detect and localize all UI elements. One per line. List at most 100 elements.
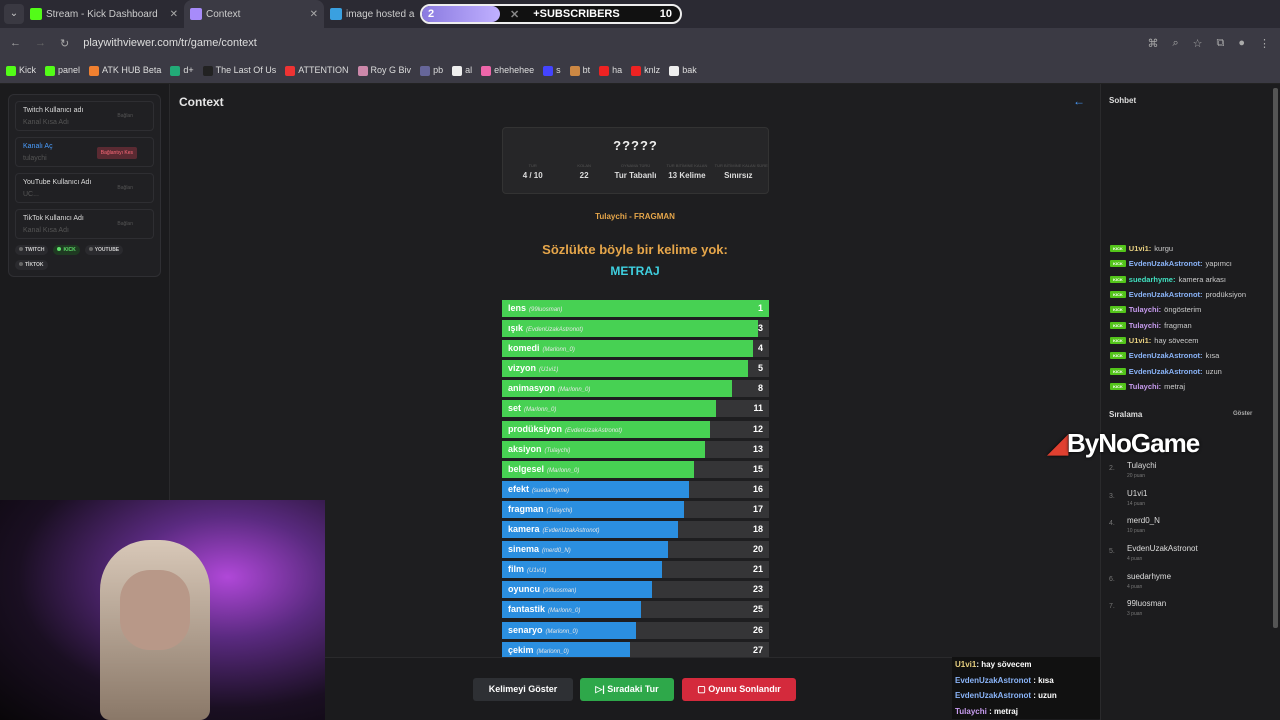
secret-word: ?????: [613, 138, 658, 153]
leaderboard-title: Sıralama: [1109, 410, 1143, 419]
profile-avatar[interactable]: ●: [1238, 37, 1245, 49]
bookmark[interactable]: Roy G Biv: [357, 65, 411, 76]
guess-rank: 1: [757, 303, 763, 313]
invalid-word: METRAJ: [610, 264, 660, 278]
back-icon[interactable]: ←: [10, 37, 21, 49]
end-game-button[interactable]: ▢ Oyunu Sonlandır: [682, 678, 796, 701]
guess-user: (Marlonn_0): [545, 628, 578, 635]
connect-button[interactable]: Bağlan: [117, 185, 133, 191]
overlay-chat-message: EvdenUzakAstronot : kısa: [952, 672, 1100, 688]
tab-label: image hosted a: [346, 8, 415, 20]
guess-rank: 4: [757, 343, 763, 354]
kick-channel-field[interactable]: Kanalı Aç tulaychi Bağlantıyı Kes: [15, 137, 154, 167]
guess-user: (U1vi1): [539, 367, 559, 374]
bookmark[interactable]: Kick: [6, 65, 36, 76]
kick-badge: KICK: [1110, 306, 1126, 314]
bookmark[interactable]: s: [543, 65, 561, 76]
kick-badge: KICK: [1110, 291, 1126, 299]
leaderboard-entry: 4. merd0_N 10 puan: [1109, 516, 1160, 535]
bookmark[interactable]: al: [452, 65, 472, 76]
proximity-bar: [502, 420, 711, 438]
guess-rank: 20: [752, 544, 763, 555]
show-word-button[interactable]: Kelimeyi Göster: [473, 678, 573, 701]
tiktok-username-field[interactable]: TikTok Kullanıcı Adı Kanal Kısa Adı Bağlan: [15, 209, 154, 239]
leaderboard-entry: 6. suedarhyme 4 puan: [1109, 571, 1172, 590]
bookmark[interactable]: panel: [45, 65, 80, 76]
url-field[interactable]: playwithviewer.com/tr/game/context: [83, 37, 257, 49]
next-icon: ▷|: [595, 684, 608, 694]
zoom-icon[interactable]: ⌕: [1172, 36, 1179, 49]
guess-row: set (Marlonn_0) 11: [502, 400, 769, 418]
guess-word: komedi: [508, 343, 540, 354]
guess-user: (Marlonn_0): [542, 347, 575, 354]
twitch-username-field[interactable]: Twitch Kullanıcı adı Kanal Kısa Adı Bağlan: [15, 101, 154, 131]
close-icon: ✕: [510, 8, 520, 21]
disconnect-button[interactable]: Bağlantıyı Kes: [96, 147, 137, 159]
forward-icon[interactable]: →: [35, 37, 46, 49]
proximity-bar: [502, 480, 689, 498]
proximity-bar: [502, 621, 636, 639]
connect-button[interactable]: Bağlan: [117, 113, 133, 119]
proximity-bar: [502, 440, 705, 458]
bookmark[interactable]: bak: [669, 65, 697, 76]
leaderboard-entry: 2. Tulaychi 20 puan: [1109, 461, 1157, 479]
kick-icon: [30, 8, 42, 20]
bookmark[interactable]: ehehehee: [481, 65, 534, 76]
tab-context[interactable]: Context ✕: [184, 0, 324, 28]
proximity-bar: [502, 300, 769, 317]
menu-icon[interactable]: ⋮: [1259, 37, 1270, 50]
chat-list: KICK U1vi1: kurgu KICK EvdenUzakAstronot: yap…: [1110, 241, 1246, 394]
leaderboard-toggle[interactable]: Göster: [1233, 411, 1253, 417]
close-tab-icon[interactable]: ✕: [309, 8, 318, 20]
connect-button[interactable]: Bağlan: [117, 221, 133, 227]
guess-list[interactable]: lens (99luosman) 1 ışık (EvdenUzakAstronot) 3…: [502, 300, 769, 662]
guess-word: sinema: [508, 544, 540, 555]
guess-user: (EvdenUzakAstronot): [526, 327, 584, 334]
control-bar: Kelimeyi Göster ▷| Sıradaki Tur ▢ Oyunu …: [171, 657, 1099, 720]
guess-word: oyuncu: [508, 584, 541, 595]
chat-message: KICK U1vi1: hay sövecem: [1110, 333, 1246, 348]
scrollbar[interactable]: [1273, 88, 1278, 628]
guess-rank: 27: [752, 644, 763, 655]
star-icon[interactable]: ☆: [1192, 37, 1203, 50]
tab-image-hosted[interactable]: image hosted a: [324, 0, 420, 28]
chip-kick: KICK: [53, 245, 80, 255]
guess-word: fragman: [508, 503, 544, 514]
chat-message: KICK Tulaychi: metraj: [1110, 379, 1246, 394]
guess-rank: 8: [757, 383, 763, 394]
leaderboard-entry: 3. U1vi1 14 puan: [1109, 488, 1148, 507]
next-round-button[interactable]: ▷| Sıradaki Tur: [580, 678, 674, 701]
bookmark[interactable]: ATK HUB Beta: [89, 65, 161, 76]
guess-word: aksiyon: [508, 443, 542, 454]
youtube-username-field[interactable]: YouTube Kullanıcı Adı UC... Bağlan: [15, 173, 154, 203]
bookmark[interactable]: The Last Of Us: [202, 65, 276, 76]
leaderboard: 2. Tulaychi 20 puan 3. U1vi1 14 puan 4. merd0_N…: [1109, 461, 1259, 627]
bookmark[interactable]: ATTENTION: [285, 65, 349, 76]
bookmark[interactable]: d+: [170, 65, 194, 76]
guess-row: aksiyon (Tulaychi) 13: [502, 440, 769, 458]
extensions-icon[interactable]: ⧉: [1216, 36, 1225, 49]
proximity-bar: [502, 340, 753, 358]
stat: TUR BİTİMİNE KALAN SÜRE Sınırsız: [714, 163, 768, 180]
close-tab-icon[interactable]: ✕: [169, 8, 178, 20]
proximity-bar: [502, 500, 684, 518]
bookmark[interactable]: pb: [420, 65, 443, 76]
translate-icon[interactable]: ⌘: [1147, 37, 1159, 50]
proximity-bar: [502, 360, 748, 378]
guess-rank: 3: [757, 323, 763, 334]
stream-chat-overlay: U1vi1: hay sövecem EvdenUzakAstronot : kı…: [952, 657, 1100, 719]
back-arrow-icon[interactable]: ←: [1073, 94, 1085, 108]
tab-kick-dashboard[interactable]: Stream - Kick Dashboard ✕: [24, 0, 184, 28]
bookmark[interactable]: bt: [569, 65, 590, 76]
guess-user: (Marlonn_0): [548, 608, 581, 615]
reload-icon[interactable]: ↻: [60, 37, 70, 50]
stat: TUR 4 / 10: [522, 163, 543, 180]
tab-list-button[interactable]: ⌄: [4, 4, 24, 24]
guess-user: (merd0_N): [542, 548, 571, 555]
bookmark[interactable]: ha: [599, 65, 622, 76]
bookmarks-bar: Kick panel ATK HUB Beta d+ The Last Of U…: [0, 58, 1280, 84]
chat-message: KICK U1vi1: kurgu: [1110, 241, 1246, 256]
guess-rank: 13: [752, 443, 763, 454]
bookmark[interactable]: knlz: [631, 65, 660, 76]
guess-rank: 11: [753, 403, 763, 414]
